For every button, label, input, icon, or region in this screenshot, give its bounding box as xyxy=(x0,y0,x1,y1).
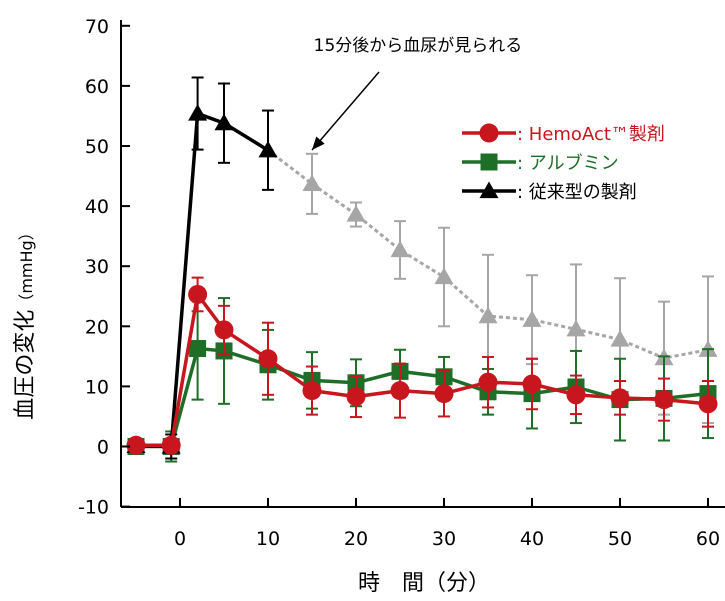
annotation-arrow-line xyxy=(311,71,380,151)
legend-item-0: : HemoAct™製剤 xyxy=(462,123,665,145)
y-tick-label: 20 xyxy=(85,316,109,338)
legend-item-2: : 従来型の製剤 xyxy=(462,181,637,203)
data-point xyxy=(188,284,208,304)
y-tick-label: 0 xyxy=(97,437,109,459)
legend-label: : アルブミン xyxy=(517,152,619,174)
series-line xyxy=(135,111,269,449)
data-point xyxy=(188,104,208,121)
series-layer xyxy=(126,76,718,463)
data-point xyxy=(126,435,146,455)
legend-label: : 従来型の製剤 xyxy=(517,182,637,203)
annotation-layer: 15分後から血尿が見られる xyxy=(311,36,523,151)
data-point xyxy=(478,306,498,324)
axes-layer: -10 0 10 20 30 40 50 60 70 0 10 20 30 40 50 60 xyxy=(78,16,725,550)
data-point xyxy=(302,381,322,401)
series-line xyxy=(136,292,709,448)
series-2 xyxy=(126,76,278,460)
data-point xyxy=(434,384,454,404)
data-point xyxy=(214,320,234,340)
data-point xyxy=(214,113,234,131)
data-point xyxy=(434,267,454,285)
x-axis-title: 時 間（分） xyxy=(358,571,490,596)
y-tick-label: 70 xyxy=(85,16,109,38)
data-point xyxy=(161,435,181,455)
x-tick-label: 10 xyxy=(256,528,280,550)
legend: : HemoAct™製剤 : アルブミン : 従来型の製剤 xyxy=(462,123,665,203)
legend-marker xyxy=(480,153,498,171)
y-tick-label: 10 xyxy=(85,376,109,398)
data-point xyxy=(258,349,278,369)
data-point xyxy=(566,319,586,337)
x-tick-label: 0 xyxy=(174,528,186,550)
data-point xyxy=(258,140,278,158)
data-point xyxy=(654,390,674,410)
x-tick-label: 60 xyxy=(696,528,720,550)
data-point xyxy=(522,310,542,327)
annotation-arrow-head xyxy=(312,136,325,150)
data-point xyxy=(566,385,586,405)
data-point xyxy=(189,340,207,358)
y-axis-title: 血圧の変化（mmHg） xyxy=(13,224,38,419)
y-tick-label: 40 xyxy=(85,196,109,218)
x-tick-label: 50 xyxy=(608,528,632,550)
annotation-text: 15分後から血尿が見られる xyxy=(314,36,523,56)
y-axis-title-unit: （mmHg） xyxy=(17,224,36,309)
legend-item-1: : アルブミン xyxy=(462,152,619,174)
data-point xyxy=(390,240,410,258)
data-point xyxy=(698,394,718,414)
legend-label: : HemoAct™製剤 xyxy=(517,124,665,145)
data-point xyxy=(522,374,542,394)
y-tick-label: 60 xyxy=(85,76,109,98)
series-0 xyxy=(126,276,718,455)
series-1 xyxy=(127,296,717,463)
data-point xyxy=(302,174,322,191)
x-tick-label: 30 xyxy=(432,528,456,550)
data-point xyxy=(346,205,366,222)
y-axis-title-main: 血圧の変化 xyxy=(13,310,38,420)
y-tick-label: -10 xyxy=(78,497,109,519)
y-tick-label: 30 xyxy=(85,256,109,278)
data-point xyxy=(478,372,498,392)
y-tick-label: 50 xyxy=(85,136,109,158)
legend-marker xyxy=(479,181,499,199)
legend-marker xyxy=(479,123,499,143)
data-point xyxy=(346,387,366,407)
data-point xyxy=(610,330,630,347)
x-tick-label: 20 xyxy=(344,528,368,550)
data-point xyxy=(610,388,630,408)
data-point xyxy=(390,381,410,401)
x-tick-label: 40 xyxy=(520,528,544,550)
y-axis-title-group: 血圧の変化（mmHg） xyxy=(13,224,38,419)
